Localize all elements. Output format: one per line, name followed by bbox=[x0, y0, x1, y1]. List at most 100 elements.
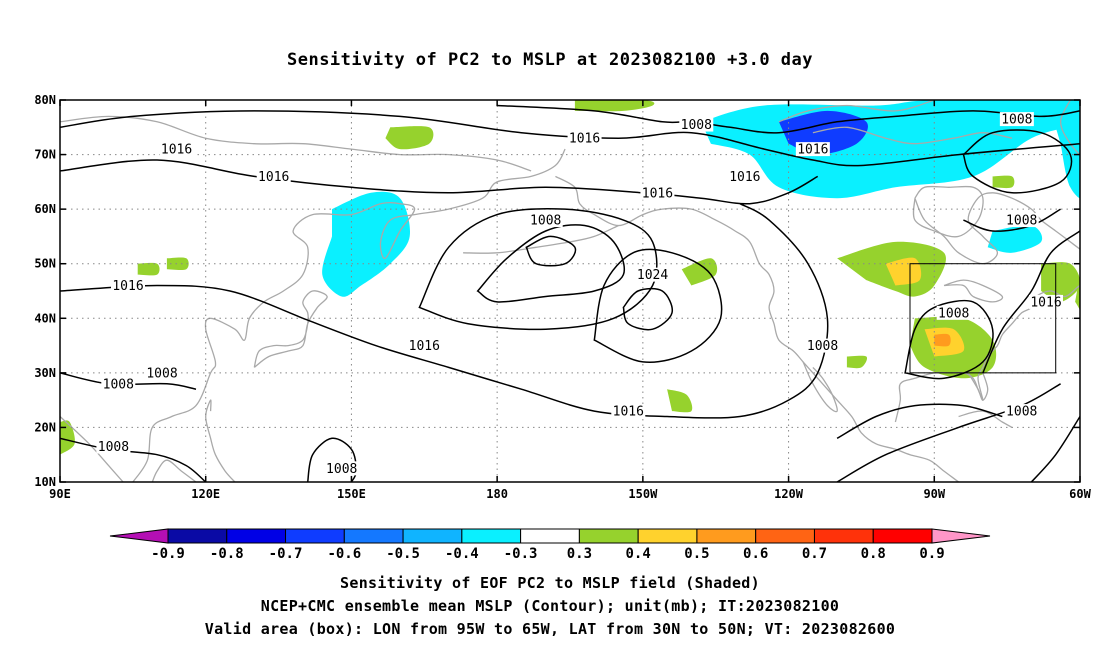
coastline-indochina-coast bbox=[132, 148, 566, 482]
shade-kamchatka-negative bbox=[322, 191, 411, 297]
colorbar-swatch bbox=[461, 528, 522, 544]
colorbar-swatch bbox=[755, 528, 815, 544]
isobar-1008 bbox=[962, 129, 1073, 194]
isobar-label-bg bbox=[111, 278, 145, 293]
isobar-label-bg bbox=[611, 404, 646, 419]
coastline-arctic-islands-2 bbox=[812, 126, 1013, 145]
isobar-label: 1008 bbox=[938, 306, 969, 321]
colorbar-swatch bbox=[872, 528, 933, 544]
colorbar-swatch bbox=[813, 528, 874, 544]
coastline-asia-east-coast bbox=[60, 416, 124, 482]
isobar-1016 bbox=[302, 203, 829, 419]
isobar-label: 1008 bbox=[1006, 214, 1037, 229]
colorbar-swatch bbox=[520, 528, 580, 544]
y-tick-label: 30N bbox=[34, 366, 56, 380]
isobar-1008 bbox=[836, 403, 1003, 439]
isobar-1008 bbox=[476, 224, 625, 303]
isobar-label-bg bbox=[795, 142, 830, 157]
colorbar-label: -0.7 bbox=[269, 546, 303, 562]
colorbar-max-arrow bbox=[931, 528, 991, 544]
colorbar-swatch bbox=[402, 528, 463, 544]
colorbar-label: -0.3 bbox=[504, 546, 538, 562]
isobar-1024 bbox=[593, 248, 723, 364]
caption-contour: NCEP+CMC ensemble mean MSLP (Contour); u… bbox=[260, 597, 840, 615]
isobar-label-bg bbox=[635, 267, 670, 282]
isobar-label: 1016 bbox=[797, 143, 828, 158]
x-tick-label: 150W bbox=[628, 487, 658, 501]
isobar-1000 bbox=[525, 235, 577, 267]
shade-china-positive bbox=[137, 262, 160, 276]
colorbar-swatch bbox=[285, 528, 345, 544]
isobar-label-bg bbox=[324, 461, 359, 476]
isobar-label: 1008 bbox=[326, 462, 357, 477]
isobar-1016 bbox=[60, 110, 1080, 167]
isobar-1008 bbox=[904, 299, 994, 380]
colorbar-swatch bbox=[343, 528, 404, 544]
isobar-label: 1008 bbox=[530, 214, 561, 229]
axis-tick-layer: 90E 120E 150E 180 150W 120W 90W 60W 10N 20N 30N 40N… bbox=[34, 93, 1091, 501]
shade-arctic-positive-2 bbox=[385, 126, 434, 150]
colorbar-swatch bbox=[696, 528, 757, 544]
coastline-philippines-taiwan bbox=[205, 399, 236, 482]
y-tick-label: 20N bbox=[34, 420, 56, 434]
x-tick-label: 120W bbox=[774, 487, 804, 501]
colorbar-swatch bbox=[226, 528, 287, 544]
shade-arctic-positive-1 bbox=[574, 100, 655, 112]
isobar-label-bg bbox=[96, 439, 131, 454]
x-tick-label: 180 bbox=[486, 487, 508, 501]
isobar-label-bg bbox=[679, 117, 714, 132]
colorbar-label: 0.6 bbox=[743, 546, 768, 562]
chart-title: Sensitivity of PC2 to MSLP at 2023082100… bbox=[286, 50, 813, 70]
colorbar-label: 0.5 bbox=[684, 546, 709, 562]
coastline-hudson-bay bbox=[912, 185, 984, 238]
y-tick-label: 70N bbox=[34, 148, 56, 162]
isobar-label: 1016 bbox=[1030, 295, 1061, 310]
coastline-arctic-islands bbox=[778, 100, 935, 123]
shade-greenland-negative bbox=[1050, 107, 1080, 199]
isobar-1028 bbox=[622, 287, 674, 331]
shade-alaska-positive bbox=[681, 258, 718, 286]
isobar-label-bg bbox=[1029, 294, 1063, 309]
shade-canada-positive-core bbox=[885, 257, 922, 286]
colorbar: -0.9 -0.8 -0.7 -0.6 -0.5 -0.4 -0.3 0.3 0.4 0.5 0.6… bbox=[109, 528, 991, 562]
isobar-label-bg bbox=[936, 305, 971, 320]
colorbar-label: 0.3 bbox=[567, 546, 592, 562]
isobar-label-bg bbox=[101, 376, 136, 391]
isobar-label: 1016 bbox=[642, 186, 673, 201]
isobar-label-bg bbox=[1004, 213, 1039, 228]
isobar-1008 bbox=[60, 437, 207, 482]
colorbar-swatch bbox=[578, 528, 639, 544]
shaded-sensitivity-layer bbox=[60, 100, 1080, 455]
coastline-aleutians bbox=[463, 224, 619, 254]
isobar-label-bg bbox=[256, 169, 291, 184]
isobar-label: 1016 bbox=[112, 279, 143, 294]
colorbar-label: -0.5 bbox=[386, 546, 420, 562]
coastline-baja bbox=[802, 361, 838, 413]
isobar-1016 bbox=[60, 284, 304, 320]
caption-shading: Sensitivity of EOF PC2 to MSLP field (Sh… bbox=[340, 574, 760, 592]
isobar-1008 bbox=[1079, 424, 1080, 433]
isobar-label-bg bbox=[159, 142, 194, 157]
colorbar-label: -0.6 bbox=[327, 546, 361, 562]
y-tick-label: 40N bbox=[34, 311, 56, 325]
shade-mongolia-positive bbox=[166, 257, 189, 270]
coastline-alaska-coast bbox=[555, 175, 959, 482]
isobar-1016 bbox=[418, 207, 658, 331]
shade-baffin-positive bbox=[992, 175, 1015, 189]
isobar-label: 1016 bbox=[569, 132, 600, 147]
colorbar-swatch bbox=[637, 528, 698, 544]
isobar-label: 1024 bbox=[637, 268, 668, 283]
map-frame bbox=[59, 99, 1081, 483]
shade-labrador-negative bbox=[987, 225, 1043, 253]
isobar-label: 1016 bbox=[613, 405, 644, 420]
isobar-label-bg bbox=[805, 338, 840, 353]
isobar-label: 1008 bbox=[98, 440, 129, 455]
colorbar-label: -0.4 bbox=[445, 546, 479, 562]
valid-area-box bbox=[909, 263, 1057, 374]
isobar-label: 1008 bbox=[681, 118, 712, 133]
shade-atlantic-positive bbox=[1075, 274, 1080, 310]
isobar-label: 1008 bbox=[807, 339, 838, 354]
isobar-label: 1016 bbox=[409, 339, 440, 354]
coastline-japan bbox=[253, 290, 328, 368]
isobar-label-bg bbox=[999, 112, 1034, 127]
